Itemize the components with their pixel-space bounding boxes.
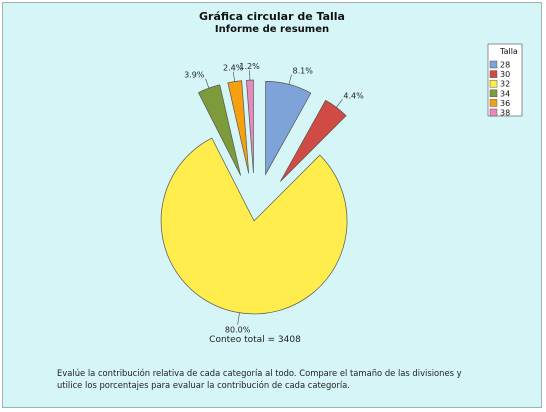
- legend-swatch-28: [489, 60, 498, 69]
- legend-label-34: 34: [500, 89, 510, 98]
- pie-slices: [160, 79, 348, 315]
- legend-swatch-38: [489, 108, 498, 117]
- slice-label-34: 3.9%: [184, 71, 205, 80]
- legend-label-36: 36: [500, 99, 510, 108]
- slice-label-38: 1.2%: [239, 62, 260, 71]
- chart-title: Gráfica circular de Talla: [199, 10, 345, 23]
- legend-swatch-36: [489, 99, 498, 107]
- pie-slice-32: [160, 137, 348, 315]
- leader-line-28: [288, 74, 292, 85]
- total-count: Conteo total = 3408: [209, 335, 301, 345]
- note-line-1: Evalúe la contribución relativa de cada …: [57, 368, 462, 378]
- legend-swatch-30: [489, 70, 498, 78]
- legend-label-30: 30: [500, 70, 510, 79]
- leader-line-32: [237, 312, 240, 325]
- slice-labels: 8.1% 4.4% 80.0% 3.9% 2.4%1.2%: [184, 62, 364, 335]
- leader-line-36: [232, 71, 236, 82]
- pie-slice-36: [227, 80, 250, 174]
- pie-slice-30: [280, 99, 347, 182]
- legend-swatch-34: [489, 89, 498, 98]
- legend-label-28: 28: [500, 61, 510, 70]
- pie-slice-34: [197, 84, 241, 176]
- slice-label-32: 80.0%: [225, 326, 251, 335]
- pie-slice-38: [246, 79, 254, 174]
- note-line-2: utilice los porcentajes para evaluar la …: [57, 380, 350, 390]
- legend-title: Talla: [499, 47, 518, 56]
- slice-label-30: 4.4%: [343, 91, 364, 100]
- legend-swatch-32: [489, 79, 498, 88]
- slice-label-36: 2.4%: [223, 64, 244, 73]
- legend-label-32: 32: [500, 80, 510, 89]
- legend-label-38: 38: [500, 109, 510, 118]
- leader-line-34: [205, 78, 210, 89]
- chart-subtitle: Informe de resumen: [215, 24, 329, 35]
- leader-line-30: [336, 99, 343, 108]
- slice-label-28: 8.1%: [293, 67, 314, 76]
- pie-slice-28: [265, 81, 312, 176]
